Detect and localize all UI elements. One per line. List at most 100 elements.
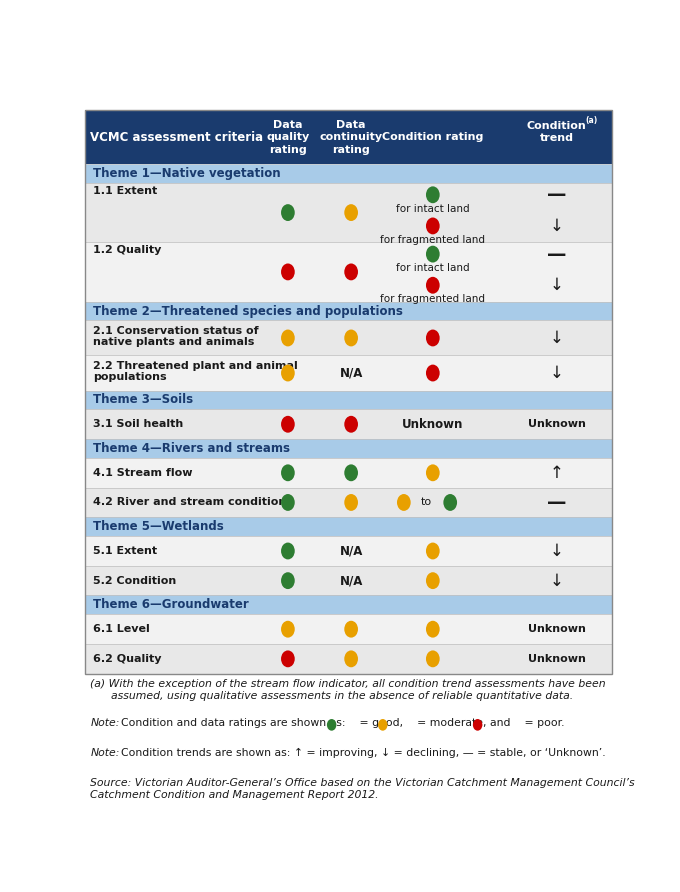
Text: —: — [547,493,566,512]
Text: 6.2 Quality: 6.2 Quality [93,654,161,664]
Bar [85,111,612,164]
Bar [85,517,612,536]
Text: ↓: ↓ [549,217,564,235]
Ellipse shape [281,416,294,433]
Bar [85,644,612,673]
Ellipse shape [281,329,294,346]
Ellipse shape [397,494,411,511]
Text: 5.2 Condition: 5.2 Condition [93,575,176,586]
Text: Note:: Note: [90,718,120,728]
Text: ↓: ↓ [549,329,564,347]
Text: VCMC assessment criteria: VCMC assessment criteria [90,131,263,144]
Text: ↓: ↓ [549,364,564,382]
Ellipse shape [281,542,294,559]
Text: N/A: N/A [339,544,363,558]
Ellipse shape [426,465,440,481]
Bar [85,458,612,488]
Ellipse shape [281,365,294,382]
Text: Unknown: Unknown [528,654,585,664]
Ellipse shape [426,245,440,262]
Text: Condition
trend: Condition trend [527,120,587,143]
Text: for intact land: for intact land [396,263,470,273]
Text: for fragmented land: for fragmented land [380,235,486,245]
Bar [85,356,612,391]
Text: for fragmented land: for fragmented land [380,294,486,304]
Text: 6.1 Level: 6.1 Level [93,624,150,634]
Text: 2.2 Threatened plant and animal
populations: 2.2 Threatened plant and animal populati… [93,361,298,383]
Ellipse shape [426,542,440,559]
Bar [85,183,612,243]
Bar [85,566,612,596]
Text: 4.1 Stream flow: 4.1 Stream flow [93,467,192,478]
Text: —: — [547,186,566,204]
Text: Source: Victorian Auditor-General’s Office based on the Victorian Catchment Mana: Source: Victorian Auditor-General’s Offi… [90,778,635,800]
Text: Theme 1—Native vegetation: Theme 1—Native vegetation [93,167,281,180]
Bar [85,391,612,409]
Ellipse shape [426,277,440,293]
Ellipse shape [327,719,337,731]
Ellipse shape [344,416,358,433]
Bar [85,164,612,183]
Text: 4.2 River and stream condition: 4.2 River and stream condition [93,498,286,508]
Ellipse shape [378,719,388,731]
Text: Data
continuity
rating: Data continuity rating [320,120,383,154]
Text: (a): (a) [585,116,598,125]
Text: Unknown: Unknown [402,417,464,431]
Ellipse shape [281,263,294,280]
Text: N/A: N/A [339,367,363,379]
Text: Unknown: Unknown [528,419,585,429]
Text: Theme 6—Groundwater: Theme 6—Groundwater [93,599,249,611]
Text: Theme 3—Soils: Theme 3—Soils [93,393,193,407]
Bar [85,439,612,458]
Bar [85,301,612,320]
Text: (a) With the exception of the stream flow indicator, all condition trend assessm: (a) With the exception of the stream flo… [90,679,606,701]
Ellipse shape [344,204,358,221]
Ellipse shape [426,365,440,382]
Ellipse shape [426,650,440,667]
Bar [85,536,612,566]
Text: Note:: Note: [90,747,120,758]
Text: Unknown: Unknown [528,624,585,634]
Ellipse shape [281,494,294,511]
Ellipse shape [281,621,294,638]
Ellipse shape [426,186,440,203]
Ellipse shape [281,465,294,481]
Text: 1.1 Extent: 1.1 Extent [93,186,157,195]
Ellipse shape [344,621,358,638]
Ellipse shape [281,573,294,589]
Ellipse shape [426,573,440,589]
Bar [85,243,612,301]
Text: ↓: ↓ [549,572,564,590]
Text: 3.1 Soil health: 3.1 Soil health [93,419,183,429]
Text: Data
quality
rating: Data quality rating [267,120,309,154]
Bar [85,409,612,439]
Ellipse shape [344,263,358,280]
Ellipse shape [426,329,440,346]
Ellipse shape [344,329,358,346]
Ellipse shape [344,650,358,667]
Bar [85,615,612,644]
Text: ↓: ↓ [549,277,564,294]
Ellipse shape [443,494,457,511]
Text: Theme 5—Wetlands: Theme 5—Wetlands [93,520,224,533]
Text: —: — [547,244,566,264]
Text: ↓: ↓ [549,542,564,560]
Ellipse shape [281,650,294,667]
Ellipse shape [344,465,358,481]
Bar [85,111,612,673]
Bar [85,596,612,615]
Ellipse shape [344,494,358,511]
Text: for intact land: for intact land [396,203,470,214]
Text: 5.1 Extent: 5.1 Extent [93,546,157,556]
Text: Condition rating: Condition rating [382,132,483,142]
Text: 1.2 Quality: 1.2 Quality [93,245,161,255]
Ellipse shape [426,621,440,638]
Text: Condition and data ratings are shown as:    = good,    = moderate, and    = poor: Condition and data ratings are shown as:… [121,718,564,728]
Ellipse shape [281,204,294,221]
Text: 2.1 Conservation status of
native plants and animals: 2.1 Conservation status of native plants… [93,326,258,347]
Text: to: to [421,498,432,508]
Text: Theme 2—Threatened species and populations: Theme 2—Threatened species and populatio… [93,304,403,318]
Text: ↑: ↑ [549,464,564,482]
Text: Theme 4—Rivers and streams: Theme 4—Rivers and streams [93,442,290,455]
Ellipse shape [473,719,482,731]
